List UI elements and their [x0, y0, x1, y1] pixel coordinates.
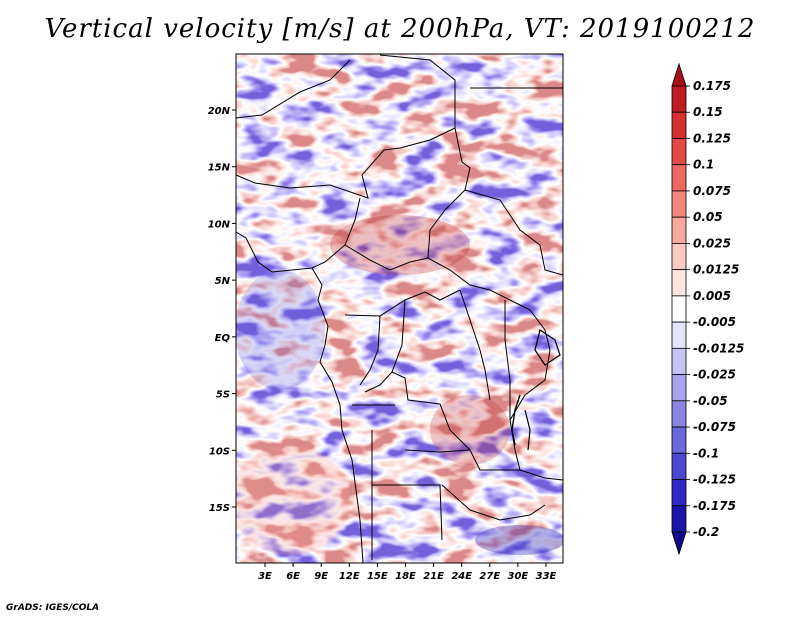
grads-credit: GrADS: IGES/COLA	[6, 603, 100, 613]
colorbar-box	[671, 505, 687, 533]
colorbar-box	[671, 138, 687, 166]
colorbar: 0.175 0.15 0.125 0.1 0.075 0.05 0.025 0.0125 0.0…	[671, 62, 744, 556]
lat-tick-label: 10S	[209, 446, 230, 457]
colorbar-box	[671, 269, 687, 297]
colorbar-label: 0.15	[693, 105, 723, 119]
map-title: Vertical velocity [m/s] at 200hPa, VT: 2…	[44, 14, 756, 44]
colorbar-label: -0.05	[693, 394, 728, 408]
lon-tick-label: 12E	[339, 571, 360, 582]
lon-tick-label: 9E	[314, 571, 328, 582]
lon-tick-label: 27E	[479, 571, 500, 582]
colorbar-label: 0.0125	[693, 263, 739, 277]
lat-tick-label: 15S	[209, 503, 230, 514]
colorbar-top-arrow	[671, 62, 687, 87]
lat-tick-label: 5S	[216, 390, 230, 401]
lon-tick-label: 21E	[423, 571, 444, 582]
lon-tick-label: 18E	[395, 571, 416, 582]
colorbar-box	[671, 374, 687, 402]
colorbar-box	[671, 295, 687, 323]
colorbar-box	[671, 347, 687, 375]
colorbar-bottom-arrow	[671, 531, 687, 556]
lon-tick-label: 3E	[258, 571, 272, 582]
lat-tick-label: 15N	[208, 163, 231, 174]
colorbar-label: 0.005	[693, 289, 731, 303]
colorbar-box	[671, 111, 687, 139]
lon-tick-label: 15E	[367, 571, 388, 582]
colorbar-box	[671, 85, 687, 113]
lon-tick-label: 24E	[451, 571, 472, 582]
colorbar-label: 0.025	[693, 236, 731, 250]
colorbar-label: 0.075	[693, 184, 731, 198]
colorbar-label: -0.005	[693, 315, 736, 329]
lon-tick-label: 33E	[536, 571, 557, 582]
colorbar-label: -0.125	[693, 473, 736, 487]
lat-tick-label: EQ	[215, 333, 231, 344]
colorbar-box	[671, 216, 687, 244]
colorbar-label: 0.175	[693, 79, 731, 93]
colorbar-label: -0.175	[693, 499, 736, 513]
colorbar-label: -0.1	[693, 446, 719, 460]
lon-tick-label: 30E	[508, 571, 529, 582]
lat-tick-label: 10N	[208, 219, 231, 230]
colorbar-box	[671, 452, 687, 480]
colorbar-box	[671, 190, 687, 218]
colorbar-label: -0.0125	[693, 341, 744, 355]
colorbar-label: 0.1	[693, 158, 714, 172]
colorbar-box	[671, 321, 687, 349]
colorbar-label: -0.075	[693, 420, 736, 434]
lat-tick-label: 20N	[208, 106, 231, 117]
lat-tick-label: 5N	[215, 276, 231, 287]
velocity-field	[236, 54, 563, 563]
colorbar-box	[671, 426, 687, 454]
colorbar-label: -0.2	[693, 525, 719, 539]
colorbar-box	[671, 243, 687, 271]
coastline-borders	[236, 54, 563, 563]
latitude-axis: 20N 15N 10N 5N EQ 5S 10S 15S	[208, 106, 236, 514]
colorbar-box	[671, 479, 687, 507]
lon-tick-label: 6E	[286, 571, 300, 582]
colorbar-box	[671, 164, 687, 192]
longitude-axis: 3E 6E 9E 12E 15E 18E 21E 24E 27E 30E 33E	[258, 563, 557, 582]
colorbar-box	[671, 400, 687, 428]
colorbar-label: 0.05	[693, 210, 723, 224]
colorbar-label: -0.025	[693, 368, 736, 382]
colorbar-label: 0.125	[693, 131, 731, 145]
map-frame	[235, 53, 564, 564]
